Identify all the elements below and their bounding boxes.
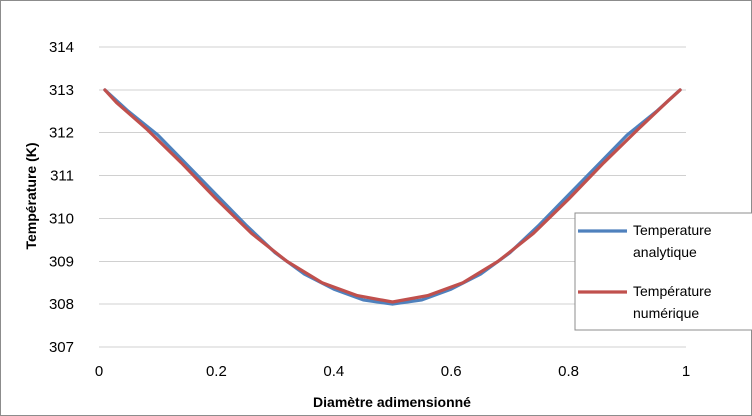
legend-label-numerique-2: numérique xyxy=(633,305,699,321)
x-tick-label: 0.2 xyxy=(206,363,227,380)
y-tick-label: 314 xyxy=(49,39,74,56)
legend-label-analytique-2: analytique xyxy=(633,244,697,260)
x-tick-labels: 0 0.2 0.4 0.6 0.8 1 xyxy=(95,363,690,380)
y-tick-label: 309 xyxy=(49,253,74,270)
x-tick-label: 0.8 xyxy=(558,363,579,380)
y-tick-label: 310 xyxy=(49,210,74,227)
legend-label-analytique-1: Temperature xyxy=(633,222,712,238)
x-tick-label: 0.6 xyxy=(441,363,462,380)
series-lines xyxy=(103,88,682,306)
y-tick-label: 311 xyxy=(50,168,74,185)
y-tick-label: 313 xyxy=(49,82,74,99)
y-tick-label: 308 xyxy=(49,296,74,313)
x-axis-title: Diamètre adimensionné xyxy=(313,394,471,410)
x-tick-label: 0.4 xyxy=(323,363,344,380)
legend-label-numerique-1: Température xyxy=(633,283,712,299)
series-line-0 xyxy=(103,88,682,306)
x-tick-label: 0 xyxy=(95,363,103,380)
x-tick-label: 1 xyxy=(682,363,690,380)
y-tick-label: 312 xyxy=(49,125,74,142)
y-tick-labels: 307 308 309 310 311 312 313 314 xyxy=(49,39,74,356)
y-axis-title: Température (K) xyxy=(23,142,39,249)
y-tick-label: 307 xyxy=(49,339,74,356)
legend: Temperature analytique Température numér… xyxy=(574,212,752,331)
series-line-1 xyxy=(103,88,682,304)
